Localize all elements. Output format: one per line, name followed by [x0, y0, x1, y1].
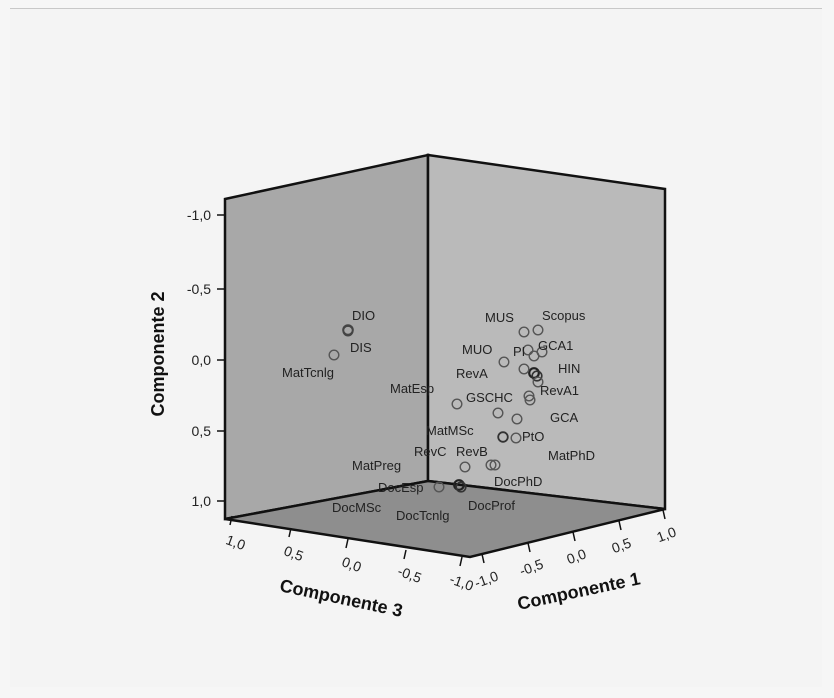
point-marker-DocEsp [433, 481, 445, 493]
point-label-GCA: GCA [550, 410, 579, 425]
chart-frame: -1,0 -0,5 0,0 0,5 1,0 Componente 2 1,0 0… [10, 8, 822, 687]
point-label-DocMSc: DocMSc [332, 500, 382, 515]
scatter-3d-chart: -1,0 -0,5 0,0 0,5 1,0 Componente 2 1,0 0… [148, 153, 678, 621]
point-marker-RevB-2 [489, 459, 501, 471]
point-marker-RevA1 [532, 376, 544, 388]
point-marker-RevA [518, 363, 530, 375]
c2-tick-label: 0,5 [192, 423, 212, 439]
c2-tick-label: -1,0 [187, 207, 211, 223]
c3-tick-label: 0,0 [340, 553, 364, 575]
floor [224, 479, 666, 559]
point-marker-MatEsp [451, 398, 463, 410]
point-label-RevB: RevB [456, 444, 488, 459]
point-marker-RevB [485, 459, 497, 471]
point-label-MUO: MUO [462, 342, 492, 357]
c2-tick-label: 0,0 [192, 352, 212, 368]
point-label-MatMSc: MatMSc [426, 423, 474, 438]
point-label-RevA1: RevA1 [540, 383, 579, 398]
componente-1-title: Componente 1 [516, 568, 642, 614]
c3-tick-label: 0,5 [282, 542, 306, 564]
point-label-DocPhD: DocPhD [494, 474, 542, 489]
point-marker-GSCHC [523, 390, 535, 402]
data-points: DIO DIS MatTcnlg MUS Scopus MUO PI GCA1 … [282, 308, 595, 523]
c3-tick-label: -1,0 [448, 571, 476, 594]
point-marker-MatTcnlg [328, 349, 340, 361]
point-label-MatPhD: MatPhD [548, 448, 595, 463]
point-marker-HIN-2 [531, 370, 543, 382]
point-label-DocTcnlg: DocTcnlg [396, 508, 449, 523]
point-label-MatPreg: MatPreg [352, 458, 401, 473]
componente-3-ticks: 1,0 0,5 0,0 -0,5 -1,0 [224, 515, 476, 594]
componente-2-ticks: -1,0 -0,5 0,0 0,5 1,0 [187, 207, 225, 509]
c3-tick-label: 1,0 [224, 531, 248, 553]
c2-tick-label: -0,5 [187, 281, 211, 297]
c1-tick-label: 0,5 [609, 534, 633, 556]
point-label-DIS: DIS [350, 340, 372, 355]
point-marker-GSCHC-2 [524, 394, 536, 406]
point-label-MatEsp: MatEsp [390, 381, 434, 396]
point-marker-GCA [511, 413, 523, 425]
point-label-GSCHC: GSCHC [466, 390, 513, 405]
point-marker-MatPreg [459, 461, 471, 473]
point-marker-DIS [342, 325, 354, 337]
point-marker-MUO [498, 356, 510, 368]
point-marker-MatMSc [492, 407, 504, 419]
c1-tick-label: -1,0 [472, 568, 500, 591]
point-label-Scopus: Scopus [542, 308, 586, 323]
c1-tick-label: -0,5 [517, 556, 545, 579]
componente-1-ticks: -1,0 -0,5 0,0 0,5 1,0 [472, 509, 678, 591]
c1-tick-label: 0,0 [564, 545, 588, 567]
point-label-RevA: RevA [456, 366, 488, 381]
point-label-MUS: MUS [485, 310, 514, 325]
point-marker-DocProf-2 [455, 481, 467, 493]
point-label-GCA1: GCA1 [538, 338, 573, 353]
point-label-HIN: HIN [558, 361, 580, 376]
point-label-RevC: RevC [414, 444, 447, 459]
point-marker-GCA1 [536, 346, 548, 358]
point-marker-PtO [497, 431, 509, 443]
point-label-DocProf: DocProf [468, 498, 515, 513]
point-marker-PtO-2 [510, 432, 522, 444]
point-label-MatTcnlg: MatTcnlg [282, 365, 334, 380]
point-label-DIO: DIO [352, 308, 375, 323]
point-marker-HIN [528, 367, 540, 379]
point-marker-Scopus [532, 324, 544, 336]
point-label-DocEsp: DocEsp [378, 480, 424, 495]
point-marker-PI [522, 344, 534, 356]
point-marker-DocProf [453, 479, 465, 491]
c1-tick-label: 1,0 [654, 523, 678, 545]
componente-2-title: Componente 2 [148, 291, 168, 416]
point-marker-MUS [518, 326, 530, 338]
componente-3-title: Componente 3 [278, 575, 404, 621]
point-label-PtO: PtO [522, 429, 544, 444]
c2-tick-label: 1,0 [192, 493, 212, 509]
point-label-PI: PI [513, 344, 525, 359]
c3-tick-label: -0,5 [396, 563, 424, 586]
